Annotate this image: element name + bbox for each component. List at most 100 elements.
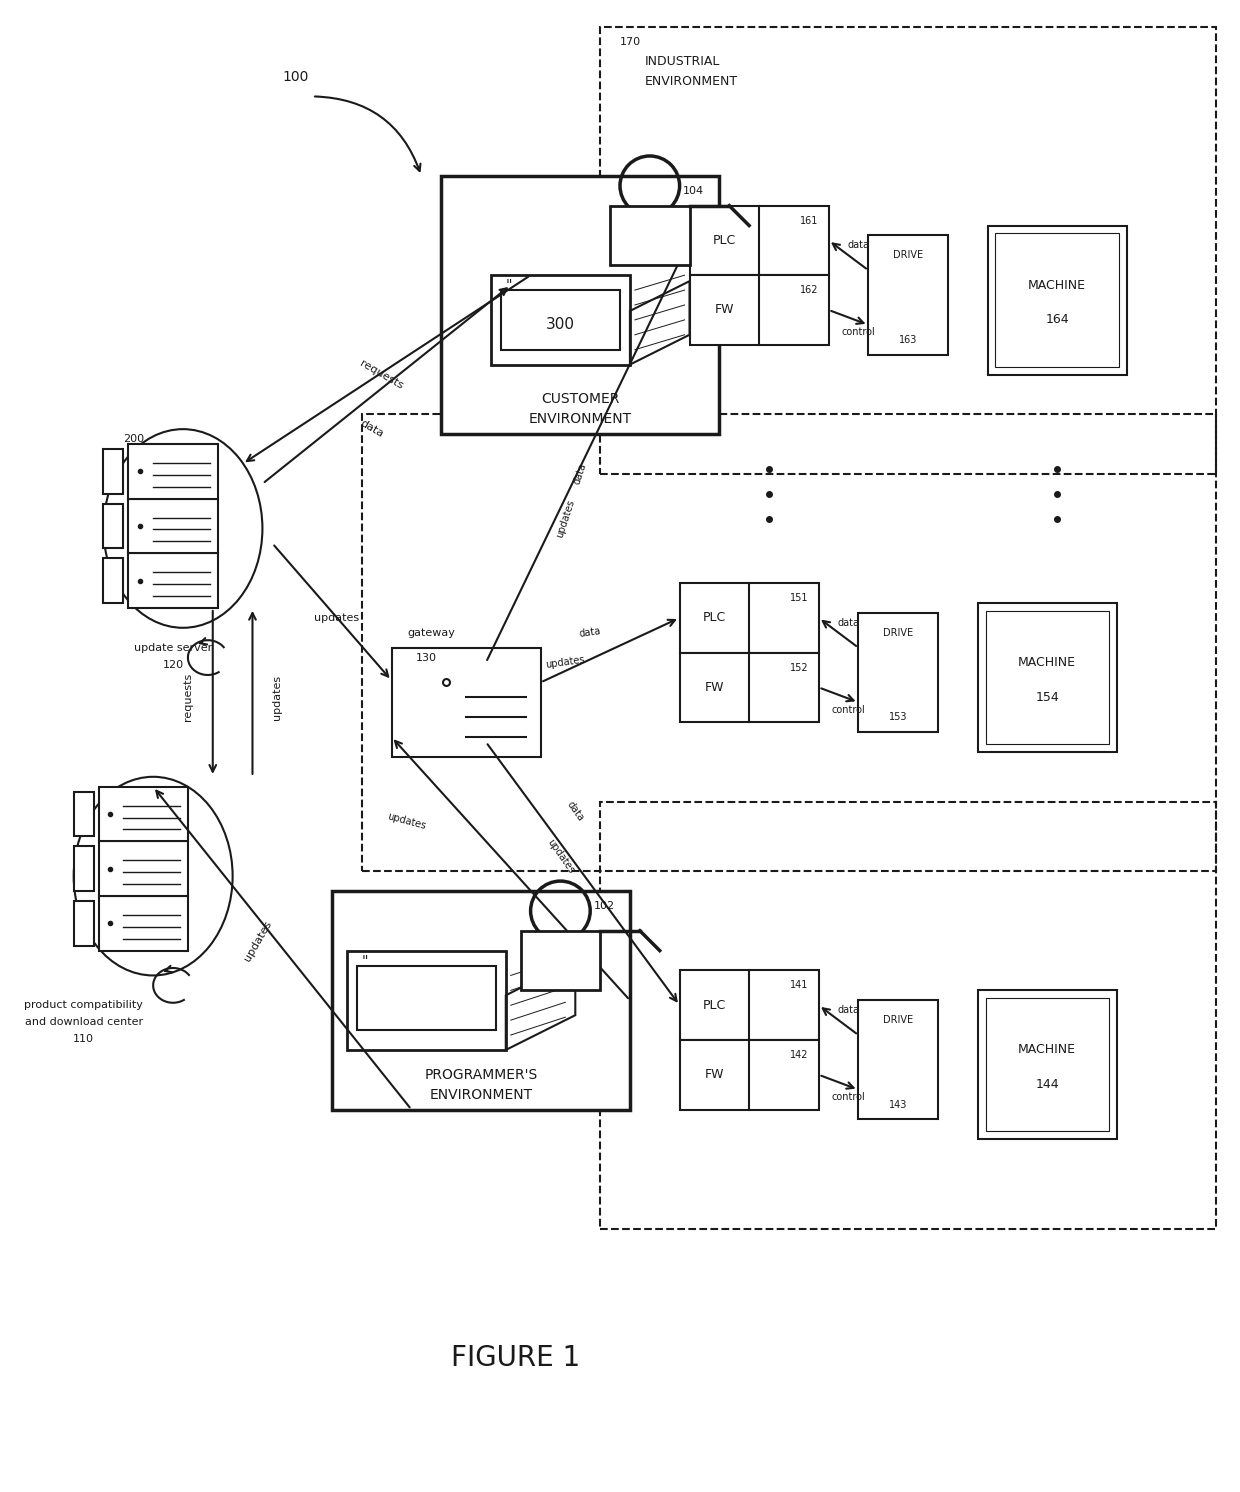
Bar bbox=[986, 610, 1109, 745]
Text: data: data bbox=[565, 800, 585, 824]
Bar bbox=[491, 275, 630, 364]
Text: 161: 161 bbox=[800, 215, 818, 225]
Bar bbox=[858, 1000, 937, 1119]
Text: INDUSTRIAL: INDUSTRIAL bbox=[645, 55, 720, 69]
Text: updates: updates bbox=[315, 613, 360, 622]
Text: DRIVE: DRIVE bbox=[893, 251, 923, 260]
Text: updates: updates bbox=[546, 655, 585, 670]
Text: 120: 120 bbox=[162, 659, 184, 670]
Text: updates: updates bbox=[544, 837, 575, 876]
Text: updates: updates bbox=[554, 498, 577, 539]
Bar bbox=[332, 891, 630, 1110]
Text: updates: updates bbox=[273, 674, 283, 721]
Text: data: data bbox=[358, 418, 386, 440]
Text: requests: requests bbox=[358, 358, 405, 391]
Text: 200: 200 bbox=[123, 434, 145, 445]
Text: 142: 142 bbox=[790, 1050, 808, 1059]
Text: 170: 170 bbox=[620, 37, 641, 46]
Text: and download center: and download center bbox=[25, 1018, 143, 1026]
Bar bbox=[977, 603, 1117, 752]
Text: ENVIRONMENT: ENVIRONMENT bbox=[528, 412, 632, 427]
Bar bbox=[501, 289, 620, 349]
Text: data: data bbox=[837, 618, 859, 628]
Text: update server: update server bbox=[134, 643, 212, 652]
Bar bbox=[128, 445, 218, 498]
Bar bbox=[103, 558, 123, 603]
Bar bbox=[98, 786, 188, 841]
Text: PLC: PLC bbox=[703, 998, 725, 1012]
Text: control: control bbox=[832, 704, 866, 715]
Bar bbox=[996, 233, 1118, 367]
Bar bbox=[347, 950, 506, 1050]
Text: 300: 300 bbox=[546, 318, 575, 333]
Text: DRIVE: DRIVE bbox=[883, 1015, 913, 1025]
Text: MACHINE: MACHINE bbox=[1018, 656, 1076, 668]
Bar bbox=[680, 1040, 818, 1110]
Text: FIGURE 1: FIGURE 1 bbox=[451, 1344, 580, 1371]
Text: data: data bbox=[579, 627, 601, 639]
Bar bbox=[680, 583, 818, 652]
Text: ": " bbox=[506, 278, 512, 292]
Bar bbox=[689, 275, 828, 345]
Text: 153: 153 bbox=[889, 712, 908, 722]
Text: FW: FW bbox=[714, 303, 734, 316]
Bar bbox=[680, 970, 818, 1040]
Text: data: data bbox=[847, 240, 869, 251]
Text: data: data bbox=[837, 1006, 859, 1015]
Text: CUSTOMER: CUSTOMER bbox=[541, 392, 620, 406]
Bar bbox=[98, 841, 188, 897]
Text: PLC: PLC bbox=[703, 612, 725, 624]
Text: 104: 104 bbox=[683, 186, 704, 195]
Text: 164: 164 bbox=[1045, 313, 1069, 327]
Bar bbox=[128, 498, 218, 554]
Text: gateway: gateway bbox=[407, 628, 455, 637]
Bar bbox=[600, 801, 1216, 1229]
Bar bbox=[98, 897, 188, 950]
FancyArrowPatch shape bbox=[315, 97, 420, 172]
Text: PLC: PLC bbox=[713, 234, 735, 246]
Bar bbox=[600, 27, 1216, 474]
Text: 154: 154 bbox=[1035, 691, 1059, 704]
Text: DRIVE: DRIVE bbox=[883, 628, 913, 637]
Bar bbox=[689, 206, 828, 275]
Text: FW: FW bbox=[704, 680, 724, 694]
Bar bbox=[610, 206, 689, 266]
Text: control: control bbox=[832, 1092, 866, 1103]
Text: 110: 110 bbox=[73, 1034, 94, 1044]
Bar bbox=[521, 931, 600, 991]
Bar bbox=[73, 846, 93, 891]
Text: requests: requests bbox=[184, 673, 193, 722]
Bar bbox=[977, 991, 1117, 1140]
Text: 151: 151 bbox=[790, 592, 808, 603]
Text: data: data bbox=[572, 463, 589, 486]
Bar bbox=[73, 792, 93, 837]
Text: 141: 141 bbox=[790, 980, 808, 991]
Text: 152: 152 bbox=[790, 662, 808, 673]
Text: 102: 102 bbox=[594, 901, 615, 912]
Text: ": " bbox=[362, 953, 368, 967]
Bar bbox=[103, 504, 123, 549]
Text: MACHINE: MACHINE bbox=[1028, 279, 1086, 291]
Text: 163: 163 bbox=[899, 334, 918, 345]
Text: FW: FW bbox=[704, 1068, 724, 1082]
Bar bbox=[441, 176, 719, 434]
Text: 162: 162 bbox=[800, 285, 818, 295]
Text: 100: 100 bbox=[283, 70, 309, 84]
Text: PROGRAMMER'S: PROGRAMMER'S bbox=[424, 1068, 538, 1082]
Text: 130: 130 bbox=[415, 652, 436, 662]
Text: 144: 144 bbox=[1035, 1079, 1059, 1091]
Text: 143: 143 bbox=[889, 1100, 908, 1110]
Bar bbox=[392, 648, 541, 756]
Bar bbox=[610, 206, 689, 266]
Bar bbox=[986, 998, 1109, 1131]
Bar bbox=[858, 613, 937, 733]
Bar bbox=[73, 901, 93, 946]
Text: product compatibility: product compatibility bbox=[25, 1000, 143, 1010]
Bar bbox=[128, 554, 218, 607]
Bar bbox=[987, 225, 1127, 374]
Text: ENVIRONMENT: ENVIRONMENT bbox=[429, 1088, 532, 1101]
Text: updates: updates bbox=[386, 812, 427, 831]
Text: ENVIRONMENT: ENVIRONMENT bbox=[645, 75, 738, 88]
Text: MACHINE: MACHINE bbox=[1018, 1043, 1076, 1056]
Bar bbox=[362, 415, 1216, 871]
